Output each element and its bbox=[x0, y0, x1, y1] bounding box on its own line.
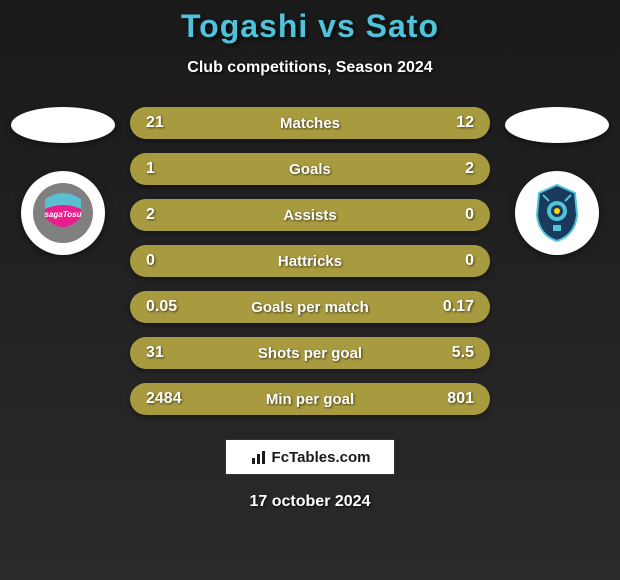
header: Togashi vs Sato Club competitions, Seaso… bbox=[0, 0, 620, 77]
stat-label: Min per goal bbox=[266, 391, 354, 408]
stat-left-value: 0 bbox=[146, 252, 190, 270]
stat-label: Goals per match bbox=[251, 299, 369, 316]
stat-left-value: 21 bbox=[146, 114, 190, 132]
logo-text: FcTables.com bbox=[272, 449, 371, 466]
stat-right-value: 5.5 bbox=[430, 344, 474, 362]
stat-left-value: 31 bbox=[146, 344, 190, 362]
player-right-avatar bbox=[505, 107, 609, 143]
subtitle: Club competitions, Season 2024 bbox=[0, 59, 620, 77]
svg-text:sagaTosu: sagaTosu bbox=[44, 210, 81, 219]
stat-right-value: 12 bbox=[430, 114, 474, 132]
stat-label: Hattricks bbox=[278, 253, 342, 270]
page-title: Togashi vs Sato bbox=[0, 8, 620, 45]
chart-icon bbox=[250, 448, 268, 466]
stat-left-value: 2484 bbox=[146, 390, 190, 408]
stat-label: Shots per goal bbox=[258, 345, 362, 362]
stat-label: Matches bbox=[280, 115, 340, 132]
stat-row-shots-per-goal: 31 Shots per goal 5.5 bbox=[130, 337, 490, 369]
stat-label: Goals bbox=[289, 161, 331, 178]
stat-row-assists: 2 Assists 0 bbox=[130, 199, 490, 231]
sagantosu-badge-icon: sagaTosu bbox=[29, 179, 97, 247]
team-right-badge bbox=[515, 171, 599, 255]
stat-right-value: 0 bbox=[430, 206, 474, 224]
team-left-badge: sagaTosu bbox=[21, 171, 105, 255]
stat-left-value: 2 bbox=[146, 206, 190, 224]
stat-row-goals: 1 Goals 2 bbox=[130, 153, 490, 185]
stat-left-value: 1 bbox=[146, 160, 190, 178]
avispa-badge-icon bbox=[523, 179, 591, 247]
stat-row-min-per-goal: 2484 Min per goal 801 bbox=[130, 383, 490, 415]
stat-right-value: 0 bbox=[430, 252, 474, 270]
player-left-column: sagaTosu bbox=[8, 107, 118, 255]
stat-right-value: 801 bbox=[430, 390, 474, 408]
stat-row-goals-per-match: 0.05 Goals per match 0.17 bbox=[130, 291, 490, 323]
stat-right-value: 0.17 bbox=[430, 298, 474, 316]
stat-label: Assists bbox=[283, 207, 336, 224]
stat-row-hattricks: 0 Hattricks 0 bbox=[130, 245, 490, 277]
stat-right-value: 2 bbox=[430, 160, 474, 178]
stats-container: 21 Matches 12 1 Goals 2 2 Assists 0 0 Ha… bbox=[130, 107, 490, 415]
player-left-avatar bbox=[11, 107, 115, 143]
date: 17 october 2024 bbox=[0, 493, 620, 511]
stat-left-value: 0.05 bbox=[146, 298, 190, 316]
player-right-column bbox=[502, 107, 612, 255]
content: sagaTosu 21 Matches 12 1 Goals 2 bbox=[0, 107, 620, 511]
stat-row-matches: 21 Matches 12 bbox=[130, 107, 490, 139]
fctables-logo[interactable]: FcTables.com bbox=[225, 439, 395, 475]
